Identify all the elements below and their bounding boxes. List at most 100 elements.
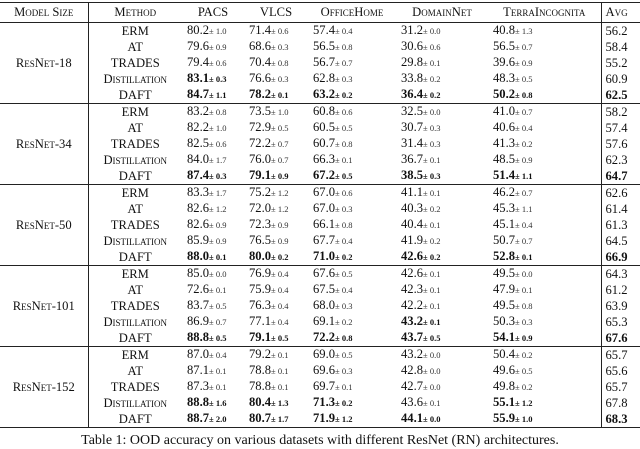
mean-value: 87.0	[187, 347, 210, 361]
plus-minus-sign: ±	[423, 398, 430, 408]
mean-value: 30.7	[401, 120, 424, 134]
std-value: 0.0	[429, 350, 441, 360]
plus-minus-sign: ±	[515, 285, 522, 295]
model-size-cell: ResNet-101	[0, 265, 89, 347]
value-cell: 78.8± 0.1	[244, 379, 308, 395]
plus-minus-sign: ±	[335, 123, 342, 133]
plus-minus-sign: ±	[515, 90, 522, 100]
value-cell: 86.9± 0.7	[182, 314, 244, 330]
value-cell: 87.0± 0.4	[182, 347, 244, 364]
value-cell: 84.7± 1.1	[182, 87, 244, 104]
plus-minus-sign: ±	[335, 382, 342, 392]
std-value: 0.2	[341, 398, 353, 408]
std-value: 0.1	[521, 252, 533, 262]
mean-value: 62.8	[313, 71, 336, 85]
std-value: 0.4	[277, 285, 289, 295]
mean-value: 42.3	[401, 282, 424, 296]
value-cell: 78.8± 0.1	[244, 363, 308, 379]
plus-minus-sign: ±	[515, 204, 522, 214]
table-row: ResNet-34 ERM 83.2± 0.8 73.5± 1.0 60.8± 0.6 3…	[0, 103, 640, 185]
plus-minus-sign: ±	[271, 42, 278, 52]
value-cell: 66.3± 0.1	[308, 152, 396, 168]
mean-value: 40.8	[493, 23, 516, 37]
std-value: 0.1	[429, 398, 441, 408]
mean-value: 88.7	[187, 411, 210, 425]
value-cell: 47.9± 0.1	[488, 282, 601, 298]
value-cell: 50.7± 0.7	[488, 233, 601, 249]
value-cell: 32.5± 0.0	[396, 104, 488, 121]
mean-value: 68.6	[249, 39, 272, 53]
value-cell: 68.6± 0.3	[244, 39, 308, 55]
mean-value: 83.1	[187, 71, 210, 85]
mean-value: 41.9	[401, 233, 424, 247]
mean-value: 85.9	[187, 233, 210, 247]
value-cell: 43.6± 0.1	[396, 395, 488, 411]
method-cell: AT	[127, 39, 143, 54]
mean-value: 66.3	[313, 152, 336, 166]
value-cell: 78.2± 0.1	[244, 87, 308, 104]
value-cell: 29.8± 0.1	[396, 55, 488, 71]
std-value: 0.3	[277, 42, 289, 52]
std-value: 0.5	[215, 333, 227, 343]
std-value: 1.2	[277, 204, 289, 214]
std-value: 0.2	[521, 382, 533, 392]
std-value: 0.3	[429, 171, 441, 181]
plus-minus-sign: ±	[335, 107, 342, 117]
mean-value: 82.6	[187, 217, 210, 231]
value-cell: 66.1± 0.8	[308, 217, 396, 233]
mean-value: 42.6	[401, 249, 424, 263]
plus-minus-sign: ±	[335, 42, 342, 52]
plus-minus-sign: ±	[209, 107, 216, 117]
value-cell: 67.0± 0.6	[308, 185, 396, 202]
std-value: 1.2	[277, 188, 289, 198]
mean-value: 67.7	[313, 233, 336, 247]
value-cell: 43.7± 0.5	[396, 330, 488, 347]
plus-minus-sign: ±	[271, 382, 278, 392]
plus-minus-sign: ±	[271, 26, 278, 36]
std-value: 1.0	[215, 26, 227, 36]
plus-minus-sign: ±	[271, 107, 278, 117]
plus-minus-sign: ±	[515, 42, 522, 52]
value-cell: 69.6± 0.3	[308, 363, 396, 379]
mean-value: 75.2	[249, 185, 272, 199]
value-cell: 88.8± 1.6	[182, 395, 244, 411]
std-value: 0.6	[215, 58, 227, 68]
plus-minus-sign: ±	[515, 317, 522, 327]
std-value: 0.3	[429, 139, 441, 149]
std-value: 1.1	[521, 171, 533, 181]
mean-value: 72.2	[249, 136, 272, 150]
plus-minus-sign: ±	[271, 204, 278, 214]
plus-minus-sign: ±	[271, 171, 278, 181]
std-value: 0.3	[429, 123, 441, 133]
method-cell: DAFT	[118, 411, 152, 426]
mean-value: 71.4	[249, 23, 272, 37]
std-value: 0.3	[215, 171, 227, 181]
mean-value: 60.5	[313, 120, 336, 134]
plus-minus-sign: ±	[335, 366, 342, 376]
mean-value: 72.2	[313, 330, 336, 344]
plus-minus-sign: ±	[209, 220, 216, 230]
mean-value: 80.0	[249, 249, 272, 263]
plus-minus-sign: ±	[515, 333, 522, 343]
avg-cell: 57.6	[600, 136, 640, 152]
std-value: 0.1	[429, 269, 441, 279]
mean-value: 40.3	[401, 201, 424, 215]
plus-minus-sign: ±	[209, 269, 216, 279]
plus-minus-sign: ±	[423, 171, 430, 181]
value-cell: 48.3± 0.5	[488, 71, 601, 87]
mean-value: 45.3	[493, 201, 516, 215]
std-value: 1.7	[215, 188, 227, 198]
std-value: 0.3	[215, 74, 227, 84]
std-value: 0.9	[521, 333, 533, 343]
std-value: 0.1	[215, 366, 227, 376]
plus-minus-sign: ±	[423, 90, 430, 100]
mean-value: 55.1	[493, 395, 516, 409]
value-cell: 88.0± 0.1	[182, 249, 244, 266]
table-row: DAFT 87.4± 0.3 79.1± 0.9 67.2± 0.5 38.5± 0.3…	[0, 168, 640, 185]
plus-minus-sign: ±	[515, 58, 522, 68]
table-row: TRADES 79.4± 0.6 70.4± 0.8 56.7± 0.7 29.8± 0…	[0, 55, 640, 71]
value-cell: 49.5± 0.8	[488, 298, 601, 314]
value-cell: 72.9± 0.5	[244, 120, 308, 136]
std-value: 0.4	[277, 317, 289, 327]
table-row: ResNet-18 ERM 80.2± 1.0 71.4± 0.6 57.4± 0.4 3…	[0, 22, 640, 104]
